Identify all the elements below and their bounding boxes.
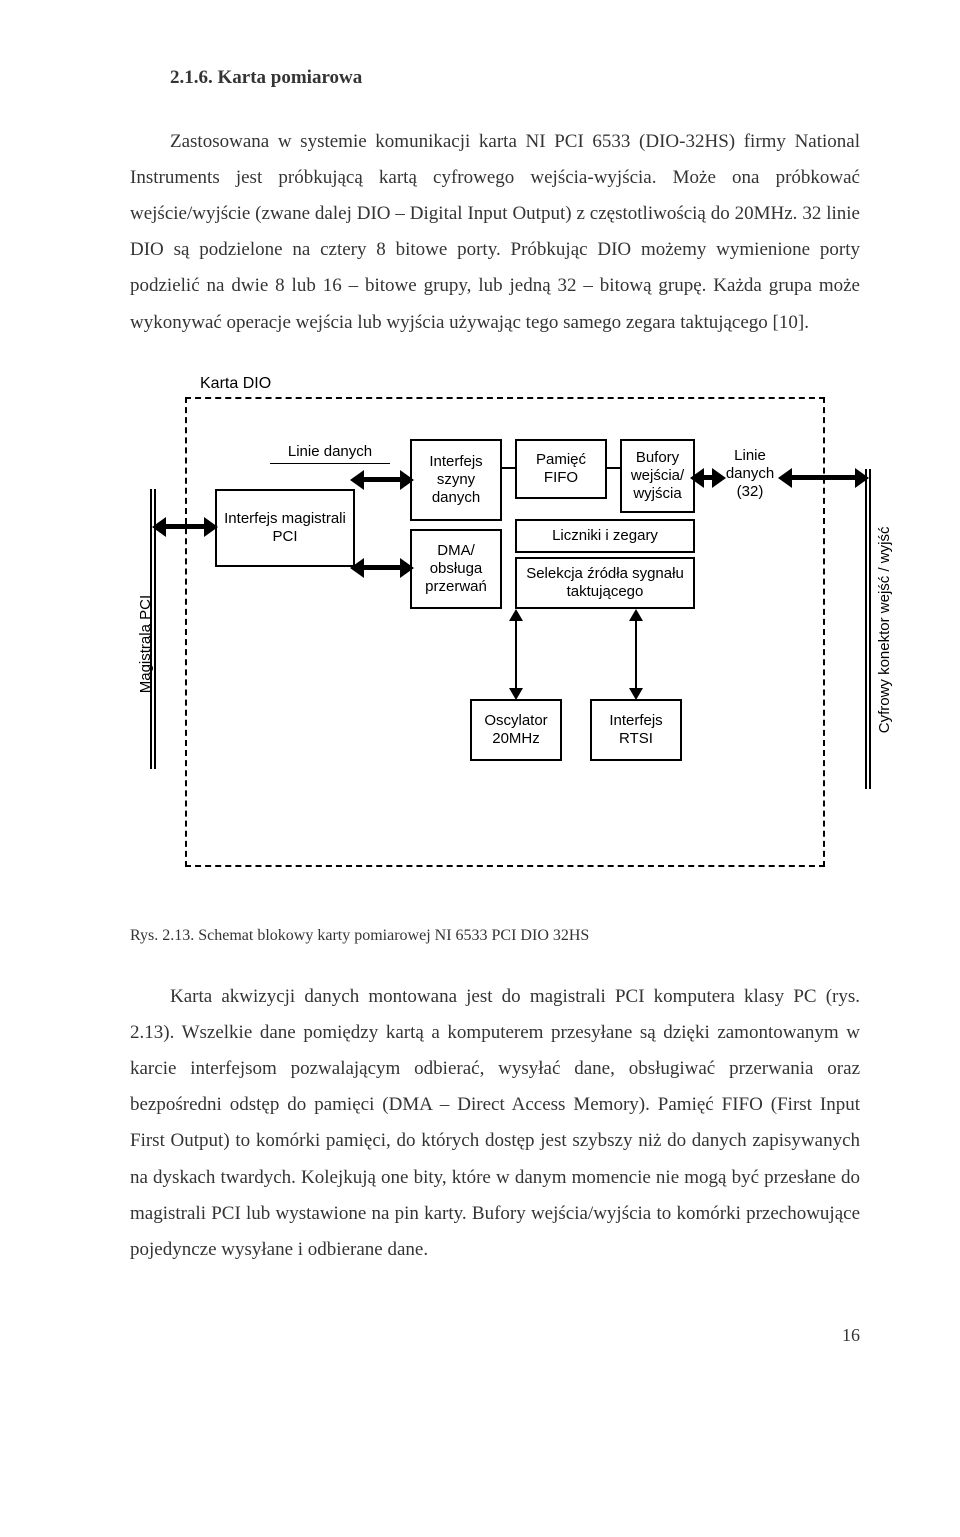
block-fifo: Pamięć FIFO [515,439,607,499]
figure-caption: Rys. 2.13. Schemat blokowy karty pomiaro… [130,921,860,951]
right-rail-label: Cyfrowy konektor wejść / wyjść [871,533,900,733]
arrow-out-to-rail [786,475,861,480]
block-diagram: Magistrala PCI Cyfrowy konektor wejść / … [130,369,890,889]
karta-dio-label: Karta DIO [200,369,271,399]
paragraph-1: Zastosowana w systemie komunikacji karta… [130,124,860,341]
block-bufory: Bufory wejścia/ wyjścia [620,439,695,513]
section-heading: 2.1.6. Karta pomiarowa [130,60,860,96]
left-rail-label: Magistrala PCI [132,573,161,693]
line-szyny-fifo [502,467,515,469]
label-linie-32: Linie danych (32) [720,447,780,501]
block-dma: DMA/ obsługa przerwań [410,529,502,609]
block-pci: Interfejs magistrali PCI [215,489,355,567]
block-selekcja: Selekcja źródła sygnału taktującego [515,557,695,609]
arrow-pci-to-dma [358,565,406,570]
block-rtsi: Interfejs RTSI [590,699,682,761]
arrow-rail-to-dashed [160,524,210,529]
block-liczniki: Liczniki i zegary [515,519,695,553]
block-oscylator: Oscylator 20MHz [470,699,562,761]
block-szyny: Interfejs szyny danych [410,439,502,521]
page-number: 16 [130,1318,860,1352]
arrow-pci-to-szyny [358,477,406,482]
label-linie-danych: Linie danych [270,443,390,464]
paragraph-2: Karta akwizycji danych montowana jest do… [130,979,860,1268]
line-fifo-bufory [607,467,620,469]
arrow-bufory-to-out [698,475,718,480]
arrow-rtsi-up [635,617,637,692]
arrow-osc-up [515,617,517,692]
